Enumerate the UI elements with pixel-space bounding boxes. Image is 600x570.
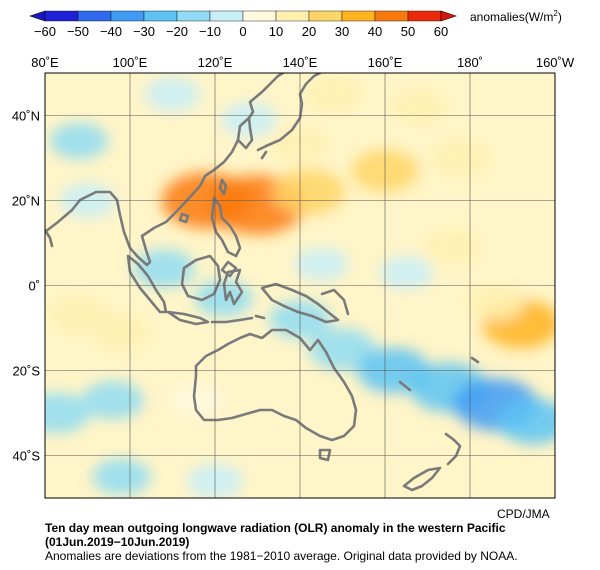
latitude-labels: 40˚N 20˚N 0˚ 20˚S 40˚S (12, 109, 41, 464)
latitude-label: 0˚ (28, 279, 40, 294)
latitude-label: 40˚S (13, 449, 41, 464)
korea-coastline (236, 116, 254, 150)
new-zealand-coastline (402, 432, 462, 492)
longitude-label: 180˚ (457, 55, 483, 70)
anomaly-blob (49, 122, 109, 160)
colorbar-cell (110, 10, 145, 22)
anomaly-blob (430, 138, 493, 178)
borneo-coastline (180, 254, 222, 302)
anomaly-blob (294, 247, 349, 282)
longitude-label: 160˚E (368, 55, 403, 70)
bismarck-coastline (320, 288, 350, 316)
colorbar-tick-label: −60 (34, 24, 56, 39)
colorbar-tick-label: −50 (67, 24, 89, 39)
colorbar-cell (209, 10, 244, 22)
colorbar-left-arrow (29, 10, 46, 22)
colorbar-tick-label: −10 (199, 24, 221, 39)
sumatra-coastline (126, 254, 168, 314)
longitude-label: 160˚W (536, 55, 575, 70)
colorbar-cell (143, 10, 178, 22)
longitude-label: 80˚E (31, 55, 59, 70)
colorbar-tick-labels: −60 −50 −40 −30 −20 −10 0 10 20 30 40 50 60 (34, 24, 448, 39)
colorbar-cell (374, 10, 409, 22)
latitude-label: 40˚N (12, 109, 40, 124)
taiwan-coastline (218, 178, 228, 196)
anomaly-blob (304, 76, 364, 113)
hainan-coastline (178, 212, 190, 224)
colorbar-units-label: anomalies(W/m2) (470, 9, 562, 24)
anomaly-blob (497, 398, 555, 445)
asia-coastline (45, 73, 285, 267)
colorbar-tick-label: −20 (166, 24, 188, 39)
colorbar-tick-label: 60 (434, 24, 448, 39)
new-caledonia-coastline (398, 380, 412, 392)
colorbar-cell (176, 10, 211, 22)
colorbar-tick-label: −40 (100, 24, 122, 39)
anomaly-blob (45, 392, 91, 434)
new-guinea-coastline (260, 282, 340, 324)
anomaly-blob (171, 383, 225, 418)
longitude-label: 120˚E (198, 55, 233, 70)
longitude-label: 140˚E (283, 55, 318, 70)
fiji-coastline (470, 356, 480, 364)
longitude-labels: 80˚E 100˚E 120˚E 140˚E 160˚E 180˚ 160˚W (31, 55, 575, 70)
colorbar-tick-label: 10 (269, 24, 283, 39)
colorbar-tick-label: 40 (368, 24, 382, 39)
map-panel: 80˚E 100˚E 120˚E 140˚E 160˚E 180˚ 160˚W 40˚N 20… (12, 55, 575, 499)
colorbar-tick-label: −30 (133, 24, 155, 39)
latitude-label: 20˚S (13, 364, 41, 379)
anomaly-blob (144, 76, 201, 112)
anomaly-blob (92, 458, 151, 495)
colorbar-cells (44, 10, 442, 22)
colorbar-right-arrow (440, 10, 457, 22)
anomaly-blob (391, 89, 447, 125)
anomaly-blob (272, 169, 345, 215)
anomaly-blob (423, 229, 483, 266)
caption-title: Ten day mean outgoing longwave radiation… (45, 521, 506, 535)
caption-note: Anomalies are deviations from the 1981−2… (45, 549, 518, 563)
colorbar-cell (242, 10, 277, 22)
anomaly-blob (82, 381, 144, 420)
java-coastline (166, 310, 210, 326)
anomaly-blob (308, 328, 377, 371)
sulawesi-coastline (222, 268, 244, 306)
australia-coastline (192, 328, 358, 442)
anomaly-blob (48, 296, 110, 335)
colorbar-tick-label: 0 (239, 24, 246, 39)
colorbar-cell (341, 10, 376, 22)
credit-label: CPD/JMA (497, 507, 550, 521)
colorbar-cell (308, 10, 343, 22)
colorbar-tick-label: 30 (335, 24, 349, 39)
coastlines (45, 73, 480, 492)
anomaly-blob (92, 314, 151, 351)
japan-coastline (256, 73, 322, 160)
colorbar-cell (77, 10, 112, 22)
longitude-label: 100˚E (113, 55, 148, 70)
anomaly-blob (466, 284, 525, 321)
lesser-sunda-coastline (210, 314, 266, 324)
colorbar-cell (407, 10, 442, 22)
colorbar-cell (44, 10, 79, 22)
colorbar: −60 −50 −40 −30 −20 −10 0 10 20 30 40 50 60 anomalie… (29, 9, 562, 39)
latitude-label: 20˚N (12, 194, 40, 209)
philippines-coastline (210, 196, 242, 278)
graticule (45, 73, 555, 498)
colorbar-cell (275, 10, 310, 22)
colorbar-tick-label: 50 (401, 24, 415, 39)
anomaly-blob (379, 255, 434, 290)
colorbar-tick-label: 20 (302, 24, 316, 39)
anomaly-blob (194, 280, 253, 317)
caption-period: (01Jun.2019−10Jun.2019) (45, 535, 190, 549)
map-frame (44, 72, 556, 499)
india-coastline (45, 228, 54, 248)
anomaly-fields (45, 76, 555, 498)
